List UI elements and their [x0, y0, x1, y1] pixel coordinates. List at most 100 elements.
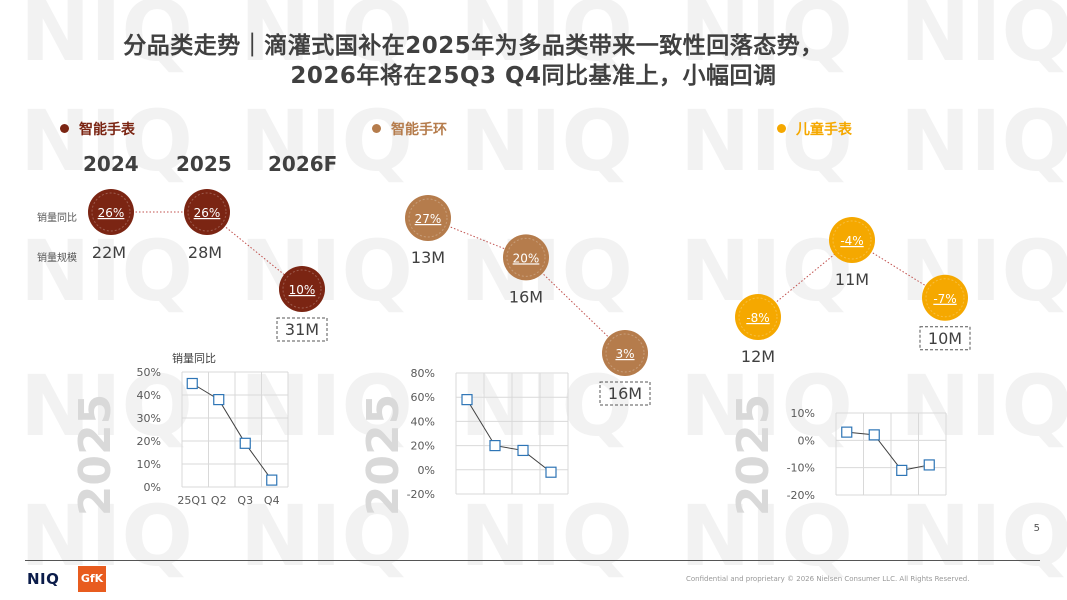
bubble-chart-3: -8% 12M -4% 11M -7% 10M	[735, 217, 971, 366]
bubble-ring	[925, 278, 965, 318]
bubble-volume-label: 12M	[741, 347, 775, 366]
mini-line-chart-1: 2025 50% 40% 30% 20% 10% 0% 销量同比 25Q1 Q2 Q3 Q4	[70, 351, 289, 516]
page-number: 5	[1033, 523, 1040, 534]
bubble-connector	[757, 239, 853, 318]
bubble-volume-label: 13M	[411, 248, 445, 267]
watermark-text: NIQ	[680, 92, 853, 190]
watermark-text: NIQ	[460, 0, 633, 80]
bubble-yoy-label: -8%	[746, 311, 769, 325]
watermark-text: NIQ	[680, 357, 853, 455]
x-tick-label: Q2	[211, 494, 227, 507]
legend-dot-icon	[372, 124, 381, 133]
year-side-label: 2025	[70, 394, 121, 516]
bubble-volume-label: 22M	[92, 243, 126, 262]
legend-dot-icon	[60, 124, 69, 133]
year-side-label: 2025	[728, 394, 779, 516]
data-point	[896, 464, 908, 476]
y-tick-label: -10%	[787, 462, 815, 475]
watermark-text: NIQ	[900, 0, 1067, 80]
bubble-volume-label: 31M	[285, 320, 319, 339]
bubble-yoy-label: 10%	[289, 283, 316, 297]
confidential-notice: Confidential and proprietary © 2026 Niel…	[686, 575, 970, 583]
legend-smart-band: 智能手环	[372, 119, 447, 139]
legend-label: 智能手表	[79, 122, 135, 138]
bubble-volume-label: 10M	[928, 329, 962, 348]
bubble-ring	[187, 192, 227, 232]
series-line	[191, 383, 273, 481]
data-point	[489, 440, 501, 452]
data-point	[923, 459, 935, 471]
bubble-point	[829, 217, 875, 263]
data-point	[545, 466, 557, 478]
footer-divider	[25, 560, 1040, 561]
watermark-text: NIQ	[240, 92, 413, 190]
y-tick-label: -20%	[787, 489, 815, 502]
bubble-ring	[408, 198, 448, 238]
bubble-yoy-label: 26%	[194, 206, 221, 220]
watermark-text: NIQ	[240, 487, 413, 585]
legend-smart-watch: 智能手表	[60, 119, 135, 139]
mini-line-chart-2: 2025 80% 60% 40% 20% 0% -20%	[358, 367, 569, 516]
forecast-volume-box	[919, 326, 971, 351]
legend-label: 儿童手表	[796, 122, 852, 138]
page-subtitle: 2026年将在25Q3 Q4同比基准上，小幅回调	[290, 63, 777, 89]
bubble-ring	[832, 220, 872, 260]
data-point	[239, 437, 251, 449]
forecast-volume-box	[276, 317, 328, 342]
x-tick-label: Q4	[264, 494, 280, 507]
watermark-text: NIQ	[680, 0, 853, 80]
data-point	[266, 474, 278, 486]
y-tick-label: 40%	[137, 389, 161, 402]
y-tick-label: 0%	[144, 481, 161, 494]
bubble-chart-2: 27% 13M 20% 16M 3% 16M	[405, 195, 651, 406]
year-header-2024: 2024	[83, 152, 139, 176]
row-label-volume: 销量规模	[37, 253, 77, 264]
data-point	[841, 426, 853, 438]
y-tick-label: 10%	[791, 407, 815, 420]
bubble-point	[922, 274, 968, 321]
watermark-text: NIQ	[20, 357, 193, 455]
legend-kids-watch: 儿童手表	[777, 119, 852, 139]
page-title: 分品类走势｜滴灌式国补在2025年为多品类带来一致性回落态势，	[123, 33, 824, 59]
bubble-ring	[91, 192, 131, 232]
row-label-yoy: 销量同比	[37, 213, 77, 224]
data-point	[186, 377, 198, 390]
y-tick-label: 0%	[798, 434, 815, 447]
y-tick-label: 30%	[137, 412, 161, 425]
data-point	[517, 444, 529, 457]
bubble-chart-1: 26% 22M 26% 28M 10% 31M	[88, 189, 328, 342]
bubble-point	[602, 330, 648, 376]
bubble-point	[503, 234, 549, 281]
data-point	[461, 394, 473, 406]
mini-line-chart-3: 2025 10% 0% -10% -20%	[728, 394, 947, 516]
watermark-text: NIQ	[240, 0, 413, 80]
bubble-yoy-label: 3%	[615, 347, 634, 361]
bubble-volume-label: 28M	[188, 243, 222, 262]
y-tick-label: 0%	[418, 464, 435, 477]
bubble-yoy-label: 27%	[415, 212, 442, 226]
watermark-text: NIQ	[900, 487, 1067, 585]
y-tick-label: 40%	[411, 415, 435, 428]
watermark-text: NIQ	[460, 222, 633, 320]
bubble-yoy-label: -7%	[933, 292, 956, 306]
watermark-text: NIQ	[680, 487, 853, 585]
bubble-yoy-label: 26%	[98, 206, 125, 220]
year-header-2026f: 2026F	[268, 152, 338, 176]
watermark-text: NIQ	[20, 222, 193, 320]
series-line	[846, 431, 930, 471]
y-tick-label: 20%	[411, 440, 435, 453]
year-header-2025: 2025	[176, 152, 232, 176]
watermark-text: NIQ	[460, 487, 633, 585]
bubble-ring	[738, 297, 778, 337]
y-tick-label: 50%	[137, 366, 161, 379]
y-tick-label: 60%	[411, 391, 435, 404]
year-side-label: 2025	[358, 394, 409, 516]
bubble-point	[735, 294, 781, 340]
legend-dot-icon	[777, 124, 786, 133]
watermark-text: NIQ	[460, 92, 633, 190]
x-tick-label: Q3	[237, 494, 253, 507]
forecast-volume-box	[599, 381, 651, 406]
bubble-ring	[506, 237, 546, 277]
